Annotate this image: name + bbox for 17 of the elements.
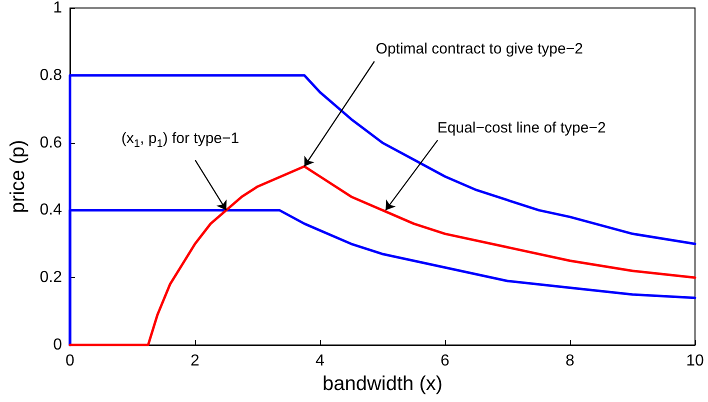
annotation: (x$_{1}$, p$_{1}$) for type−1 [121, 130, 240, 150]
x-tick-label: 0 [66, 352, 75, 370]
x-tick-label: 6 [440, 352, 450, 370]
y-axis-title: price (p) [7, 140, 29, 214]
x-tick-label: 2 [190, 352, 200, 370]
x-tick-label: 4 [316, 352, 325, 370]
annotation: Equal−cost line of type−2 [437, 120, 606, 137]
x-tick-label: 10 [686, 352, 704, 370]
y-tick-label: 0.8 [40, 66, 62, 84]
y-tick-label: 0.6 [40, 134, 62, 152]
annotation: Optimal contract to give type−2 [376, 40, 583, 58]
y-tick-label: 0.4 [40, 202, 62, 219]
y-tick-label: 0.2 [40, 269, 62, 286]
x-axis-title: bandwidth (x) [322, 372, 443, 395]
x-tick-label: 8 [566, 352, 575, 370]
y-tick-label: 0 [53, 336, 62, 354]
y-tick-label: 1 [53, 0, 62, 16]
